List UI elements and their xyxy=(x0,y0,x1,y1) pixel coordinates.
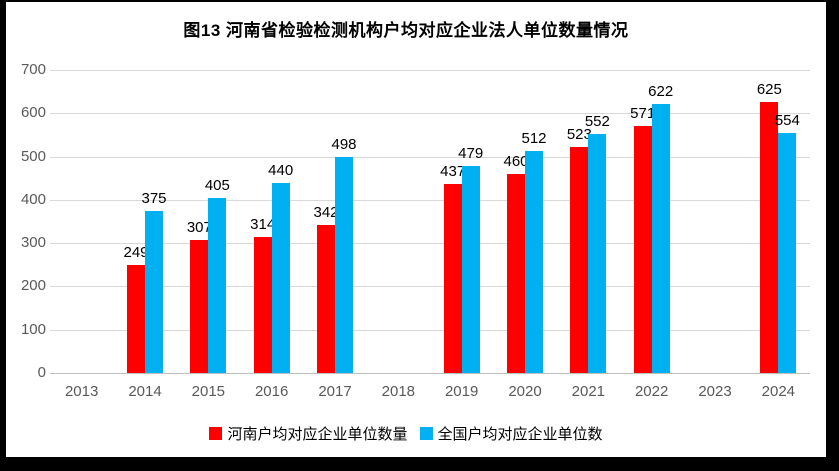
x-axis-line xyxy=(50,373,810,374)
legend-item-national: 全国户均对应企业单位数 xyxy=(419,423,603,444)
bar-henan xyxy=(190,240,209,373)
data-label: 498 xyxy=(331,136,357,154)
gridline xyxy=(50,329,810,331)
data-label: 554 xyxy=(774,112,800,130)
data-label: 571 xyxy=(630,104,656,122)
x-axis-tick-label: 2024 xyxy=(761,383,796,400)
y-axis-tick-label: 0 xyxy=(37,364,46,381)
chart-title: 图13 河南省检验检测机构户均对应企业法人单位数量情况 xyxy=(183,21,629,40)
gridline xyxy=(50,243,810,245)
bar-henan xyxy=(507,173,525,373)
gridline xyxy=(50,70,810,71)
y-axis-tick-label: 600 xyxy=(20,104,46,122)
bar-henan xyxy=(443,183,462,373)
x-axis-tick-label: 2017 xyxy=(318,383,352,400)
data-label: 249 xyxy=(123,244,149,262)
data-label: 440 xyxy=(268,161,294,179)
legend-swatch-icon xyxy=(419,427,433,440)
legend-swatch-icon xyxy=(209,427,223,440)
data-label: 622 xyxy=(648,82,674,100)
bar-national xyxy=(335,157,353,373)
gridline xyxy=(50,286,810,288)
bar-henan xyxy=(317,224,335,373)
data-label: 625 xyxy=(756,81,782,99)
x-axis-tick-label: 2022 xyxy=(634,383,669,400)
bar-henan xyxy=(127,265,145,373)
bar-national xyxy=(145,210,163,373)
data-label: 479 xyxy=(458,144,484,162)
bar-national xyxy=(651,103,670,373)
y-axis-tick-label: 500 xyxy=(20,147,46,165)
data-label: 512 xyxy=(521,130,547,148)
bar-national xyxy=(271,182,290,373)
y-axis-tick-label: 200 xyxy=(20,277,46,295)
x-axis-tick-label: 2021 xyxy=(571,383,606,400)
bar-henan xyxy=(570,146,589,373)
x-axis-tick-label: 2019 xyxy=(444,383,479,400)
y-axis-tick-label: 300 xyxy=(20,234,46,252)
x-axis-tick-label: 2023 xyxy=(698,383,732,400)
bar-national xyxy=(778,133,797,373)
bar-henan xyxy=(253,237,272,373)
data-label: 405 xyxy=(204,176,230,194)
data-label: 437 xyxy=(440,162,466,180)
x-axis-tick-label: 2015 xyxy=(191,383,226,400)
bar-henan xyxy=(760,102,779,373)
x-axis-tick-label: 2016 xyxy=(254,383,289,400)
data-label: 460 xyxy=(503,152,529,170)
data-label: 342 xyxy=(313,203,339,221)
legend-label: 全国户均对应企业单位数 xyxy=(437,426,603,443)
gridline xyxy=(50,113,810,115)
y-axis-tick-label: 400 xyxy=(20,190,46,208)
y-axis-tick-label: 100 xyxy=(20,320,46,338)
bar-henan xyxy=(633,125,652,373)
data-label: 307 xyxy=(186,219,212,237)
chart-legend: 河南户均对应企业单位数量 全国户均对应企业单位数 xyxy=(6,423,806,444)
data-label: 375 xyxy=(141,189,167,207)
chart-canvas: 图13 河南省检验检测机构户均对应企业法人单位数量情况 0 100 200 300 40… xyxy=(6,2,826,457)
x-axis-tick-label: 2013 xyxy=(64,383,99,400)
gridline xyxy=(50,156,810,158)
bar-national xyxy=(461,165,480,373)
x-axis-tick-label: 2018 xyxy=(381,383,416,400)
data-label: 314 xyxy=(250,216,276,234)
gridline xyxy=(50,199,810,201)
data-label: 523 xyxy=(566,125,592,143)
legend-label: 河南户均对应企业单位数量 xyxy=(227,426,408,443)
bar-national xyxy=(208,197,227,373)
y-axis-tick-label: 700 xyxy=(20,61,46,78)
bar-national xyxy=(588,134,607,373)
x-axis-tick-label: 2014 xyxy=(128,383,162,400)
data-label: 552 xyxy=(584,113,610,131)
x-axis-tick-label: 2020 xyxy=(508,383,542,400)
legend-item-henan: 河南户均对应企业单位数量 xyxy=(209,423,408,444)
bar-national xyxy=(525,151,543,373)
